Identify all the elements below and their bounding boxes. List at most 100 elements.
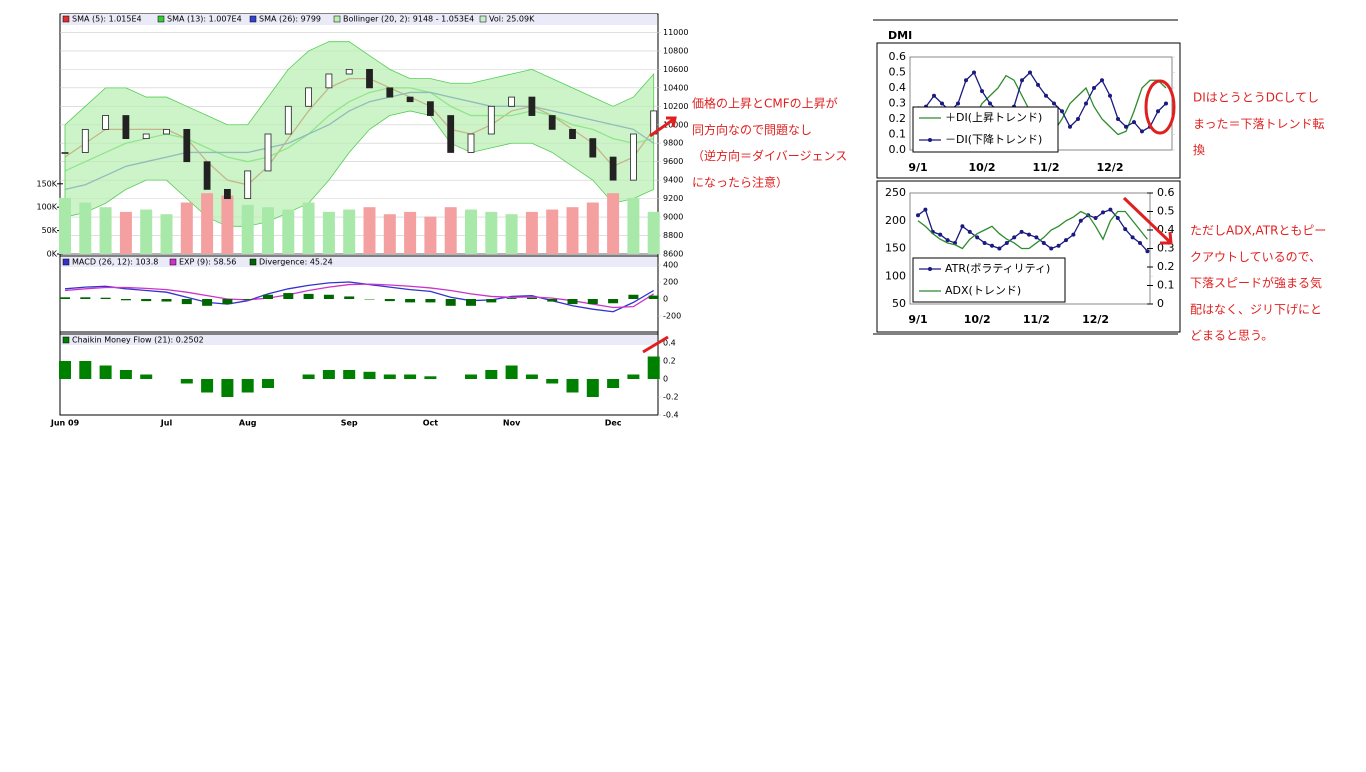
candle (468, 134, 474, 152)
y-tick-label: 9200 (663, 194, 683, 203)
bar (546, 379, 558, 384)
y-tick-label: 0 (663, 375, 668, 384)
annotation: 下落スピードが強まる気 (1190, 275, 1322, 290)
candle (448, 116, 454, 153)
bar (649, 296, 659, 299)
y-tick-label: 9600 (663, 157, 683, 166)
legend-swatch (480, 16, 486, 22)
marker (1108, 208, 1112, 212)
bar (120, 212, 132, 254)
bar (465, 210, 477, 254)
marker (983, 241, 987, 245)
bar (323, 212, 335, 254)
y-tick-label: 10800 (663, 46, 688, 55)
y-tick-label: 250 (885, 186, 906, 199)
marker (1027, 233, 1031, 237)
charts: 8600880090009200940096009800100001020010… (36, 15, 1326, 428)
marker (1094, 216, 1098, 220)
bar (161, 214, 173, 254)
candle (82, 129, 88, 152)
legend-label: EXP (9): 58.56 (179, 258, 236, 267)
marker (1042, 241, 1046, 245)
y-tick-label: 10600 (663, 65, 688, 74)
bar (141, 299, 151, 301)
marker (1131, 235, 1135, 239)
bar (324, 295, 334, 299)
bar (568, 299, 578, 304)
y-tick-label: 200 (663, 278, 678, 287)
candle (164, 129, 170, 134)
y2-tick-label: 150K (36, 179, 57, 188)
bar (546, 210, 558, 254)
bar (385, 299, 395, 301)
bar (282, 210, 294, 254)
bar (222, 299, 232, 304)
marker (988, 102, 992, 106)
marker (956, 102, 960, 106)
x-tick-label: Sep (341, 419, 358, 428)
bar (364, 372, 376, 379)
candle (184, 129, 190, 161)
bar (304, 294, 314, 299)
legend-swatch (250, 16, 256, 22)
legend-label: ＋DI(上昇トレンド) (945, 111, 1042, 124)
bar (627, 375, 639, 380)
candle (143, 134, 149, 139)
y-tick-label: 8800 (663, 231, 683, 240)
bar (506, 366, 518, 380)
x-tick-label: Jun 09 (50, 419, 80, 428)
y2-tick-label: 0.2 (1157, 260, 1175, 273)
line (918, 212, 1147, 249)
annotation: 配はなく、ジリ下げにと (1190, 302, 1322, 316)
bar (262, 207, 274, 254)
bar (506, 214, 518, 254)
marker (1071, 233, 1075, 237)
bar (648, 357, 660, 380)
candle (245, 171, 251, 199)
annotation: 換 (1193, 143, 1205, 157)
y2-tick-label: 50K (42, 226, 58, 235)
legend-swatch (63, 337, 69, 343)
legend-marker (928, 267, 932, 271)
bar (608, 299, 618, 303)
marker (1036, 83, 1040, 87)
y-tick-label: 0 (663, 295, 668, 304)
bar (527, 298, 537, 299)
marker (1076, 117, 1080, 121)
x-tick-label: 12/2 (1097, 161, 1124, 174)
legend-label: Chaikin Money Flow (21): 0.2502 (72, 336, 204, 345)
bar (343, 210, 355, 254)
bar (343, 370, 355, 379)
bar (181, 379, 193, 384)
bar (243, 299, 253, 300)
bar (587, 203, 599, 254)
marker (916, 213, 920, 217)
legend-swatch (63, 16, 69, 22)
candle (306, 88, 312, 106)
bar (485, 370, 497, 379)
bar (303, 203, 315, 254)
legend-label: Vol: 25.09K (489, 15, 535, 24)
marker (1068, 125, 1072, 129)
y-tick-label: 0.6 (889, 50, 907, 63)
bar (486, 299, 496, 302)
annotation: 同方向なので問題なし (692, 122, 812, 137)
bar (303, 375, 315, 380)
marker (1052, 102, 1056, 106)
marker (932, 94, 936, 98)
bar (59, 361, 71, 379)
candle (630, 134, 636, 180)
candle (549, 116, 555, 130)
bar (405, 299, 415, 302)
candle (509, 97, 515, 106)
candle (346, 69, 352, 74)
marker (1060, 109, 1064, 113)
bar (283, 293, 293, 299)
marker (1092, 86, 1096, 90)
bar (466, 299, 476, 306)
y-tick-label: 10400 (663, 83, 688, 92)
marker (1116, 117, 1120, 121)
marker (923, 208, 927, 212)
marker (990, 244, 994, 248)
